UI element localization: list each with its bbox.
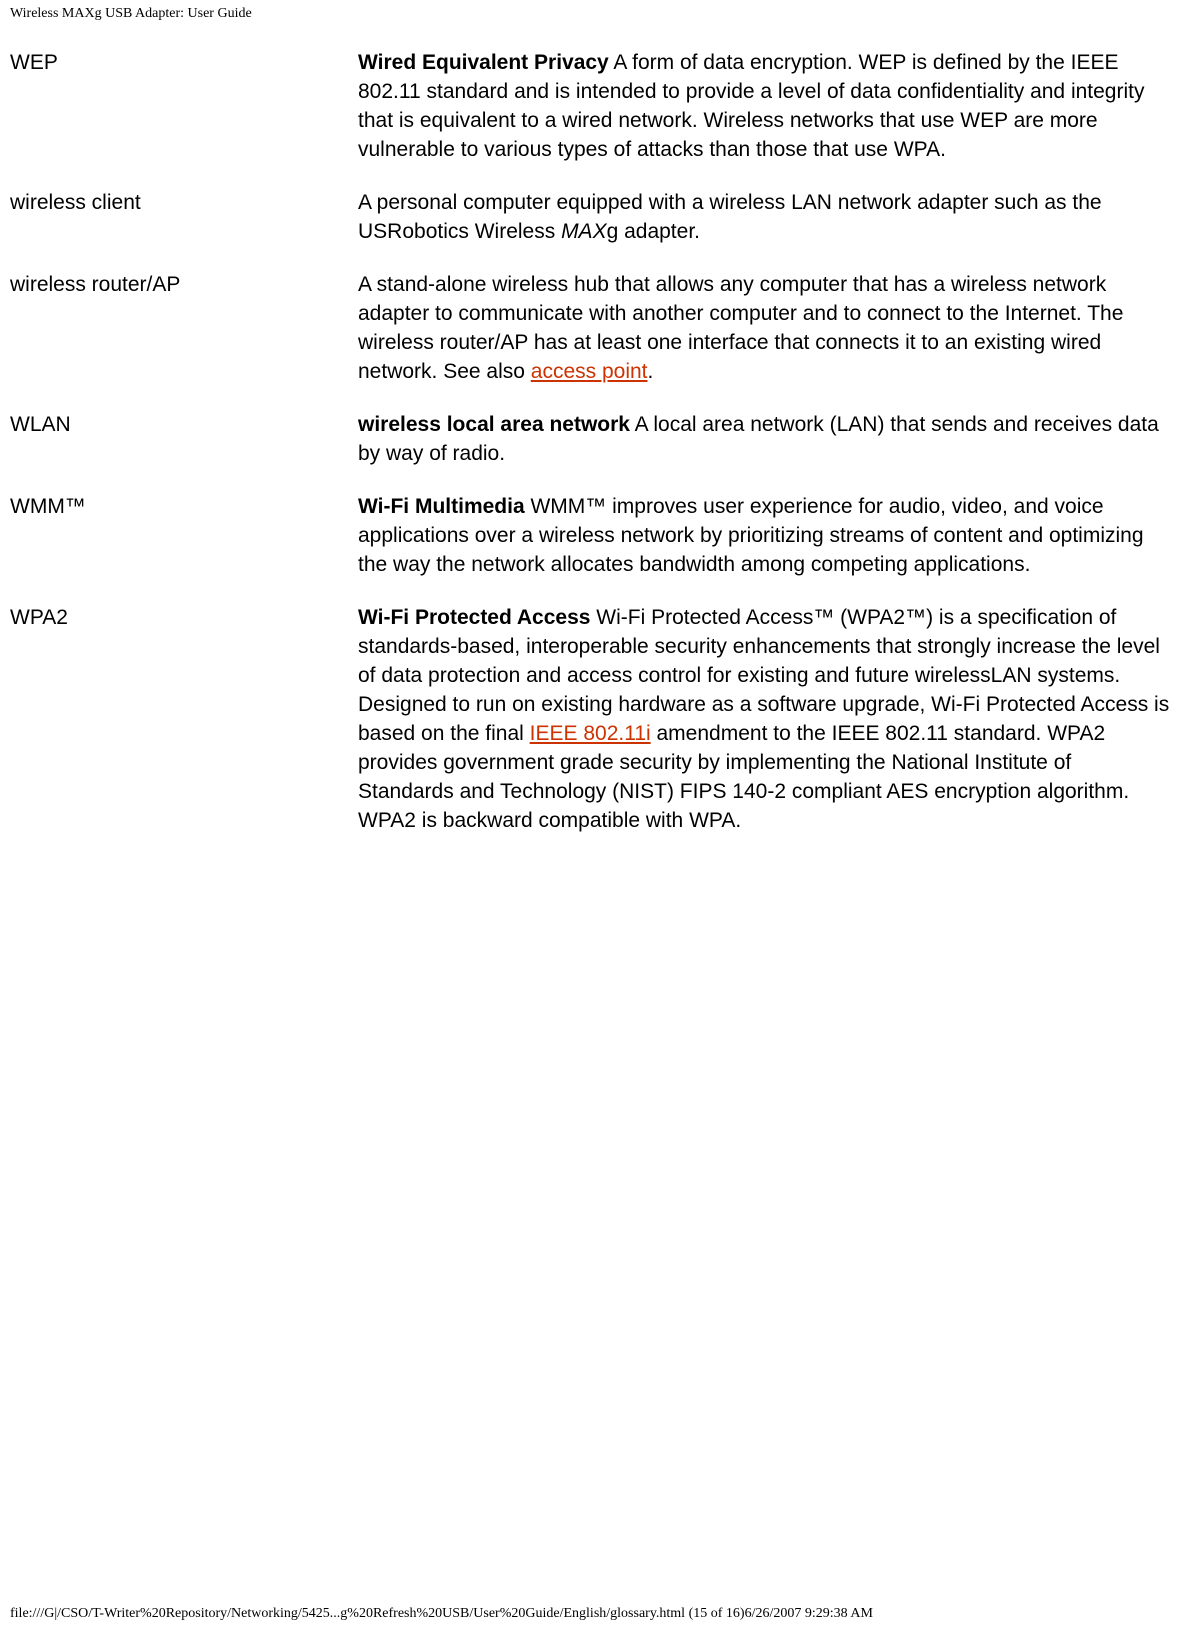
- definition: A stand-alone wireless hub that allows a…: [358, 270, 1172, 386]
- term: WMM™: [10, 492, 358, 521]
- definition-bold: Wi-Fi Multimedia: [358, 495, 525, 518]
- header-path: Wireless MAXg USB Adapter: User Guide: [10, 6, 1172, 22]
- glossary-entry: WEP Wired Equivalent Privacy A form of d…: [10, 48, 1172, 164]
- term: wireless client: [10, 188, 358, 217]
- term: wireless router/AP: [10, 270, 358, 299]
- definition-bold: Wi-Fi Protected Access: [358, 606, 590, 629]
- glossary-entry: wireless router/AP A stand-alone wireles…: [10, 270, 1172, 386]
- term: WLAN: [10, 410, 358, 439]
- definition: A personal computer equipped with a wire…: [358, 188, 1172, 246]
- definition-text: .: [648, 360, 654, 383]
- definition: wireless local area network A local area…: [358, 410, 1172, 468]
- glossary-entry: WMM™ Wi-Fi Multimedia WMM™ improves user…: [10, 492, 1172, 579]
- glossary-list: WEP Wired Equivalent Privacy A form of d…: [10, 48, 1172, 835]
- access-point-link[interactable]: access point: [531, 360, 648, 383]
- page: Wireless MAXg USB Adapter: User Guide WE…: [0, 0, 1182, 1628]
- definition-italic: MAX: [561, 220, 607, 243]
- definition: Wi-Fi Multimedia WMM™ improves user expe…: [358, 492, 1172, 579]
- glossary-entry: WLAN wireless local area network A local…: [10, 410, 1172, 468]
- definition-text: g adapter.: [607, 220, 700, 243]
- ieee-80211i-link[interactable]: IEEE 802.11i: [530, 722, 651, 745]
- term: WEP: [10, 48, 358, 77]
- term: WPA2: [10, 603, 358, 632]
- definition-bold: Wired Equivalent Privacy: [358, 51, 609, 74]
- definition: Wired Equivalent Privacy A form of data …: [358, 48, 1172, 164]
- definition: Wi-Fi Protected Access Wi-Fi Protected A…: [358, 603, 1172, 835]
- glossary-entry: WPA2 Wi-Fi Protected Access Wi-Fi Protec…: [10, 603, 1172, 835]
- glossary-entry: wireless client A personal computer equi…: [10, 188, 1172, 246]
- definition-text: A stand-alone wireless hub that allows a…: [358, 273, 1123, 383]
- definition-text: A personal computer equipped with a wire…: [358, 191, 1102, 243]
- footer-path: file:///G|/CSO/T-Writer%20Repository/Net…: [10, 1606, 1172, 1622]
- definition-bold: wireless local area network: [358, 413, 630, 436]
